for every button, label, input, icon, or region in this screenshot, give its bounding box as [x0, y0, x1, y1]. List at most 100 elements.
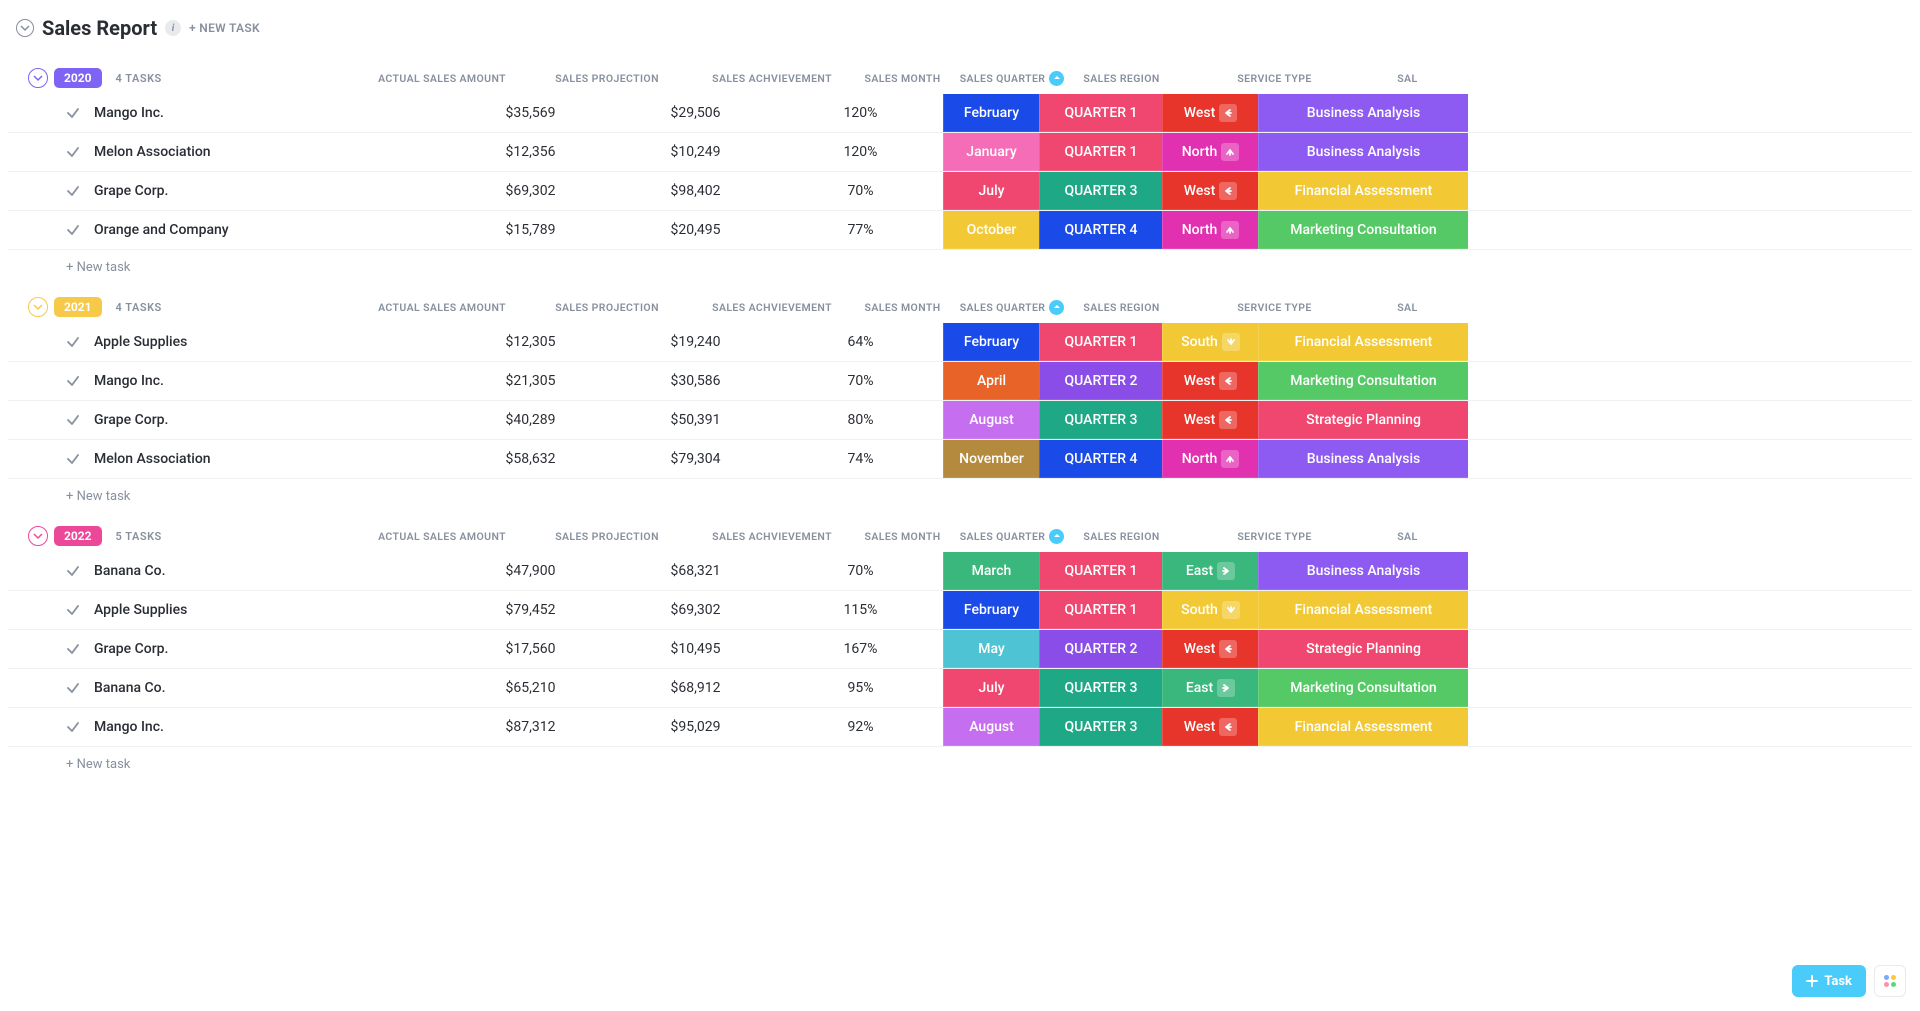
table-row[interactable]: Apple Supplies $12,305 $19,240 64% Febru… — [8, 323, 1912, 362]
cell-projection[interactable]: $10,495 — [613, 630, 778, 668]
cell-month[interactable]: October — [943, 211, 1039, 249]
cell-projection[interactable]: $30,586 — [613, 362, 778, 400]
year-badge[interactable]: 2021 — [54, 297, 102, 317]
cell-achievement[interactable]: 74% — [778, 440, 943, 478]
cell-month[interactable]: April — [943, 362, 1039, 400]
task-name[interactable]: Melon Association — [94, 144, 211, 160]
table-row[interactable]: Banana Co. $47,900 $68,321 70% March QUA… — [8, 552, 1912, 591]
cell-region[interactable]: West — [1162, 172, 1258, 210]
cell-month[interactable]: May — [943, 630, 1039, 668]
cell-quarter[interactable]: QUARTER 3 — [1039, 669, 1162, 707]
cell-region[interactable]: West — [1162, 401, 1258, 439]
cell-projection[interactable]: $50,391 — [613, 401, 778, 439]
cell-achievement[interactable]: 70% — [778, 552, 943, 590]
status-check-icon[interactable] — [66, 335, 80, 349]
cell-projection[interactable]: $29,506 — [613, 94, 778, 132]
col-sales-quarter[interactable]: SALES QUARTER — [951, 71, 1074, 86]
cell-month[interactable]: July — [943, 172, 1039, 210]
col-extra[interactable]: SAL — [1380, 301, 1420, 314]
status-check-icon[interactable] — [66, 603, 80, 617]
table-row[interactable]: Orange and Company $15,789 $20,495 77% O… — [8, 211, 1912, 250]
col-sales-region[interactable]: SALES REGION — [1074, 72, 1170, 85]
col-actual-sales[interactable]: ACTUAL SALES AMOUNT — [360, 530, 525, 543]
task-name[interactable]: Grape Corp. — [94, 183, 168, 199]
cell-quarter[interactable]: QUARTER 2 — [1039, 362, 1162, 400]
table-row[interactable]: Mango Inc. $87,312 $95,029 92% August QU… — [8, 708, 1912, 747]
cell-quarter[interactable]: QUARTER 4 — [1039, 211, 1162, 249]
cell-achievement[interactable]: 70% — [778, 362, 943, 400]
col-sales-achievement[interactable]: SALES ACHVIEVEMENT — [690, 530, 855, 543]
cell-service[interactable]: Business Analysis — [1258, 552, 1468, 590]
cell-service[interactable]: Financial Assessment — [1258, 708, 1468, 746]
cell-achievement[interactable]: 77% — [778, 211, 943, 249]
cell-projection[interactable]: $68,912 — [613, 669, 778, 707]
group-toggle-icon[interactable] — [28, 526, 48, 546]
table-row[interactable]: Melon Association $12,356 $10,249 120% J… — [8, 133, 1912, 172]
cell-month[interactable]: July — [943, 669, 1039, 707]
cell-quarter[interactable]: QUARTER 1 — [1039, 133, 1162, 171]
task-name[interactable]: Mango Inc. — [94, 105, 164, 121]
cell-projection[interactable]: $69,302 — [613, 591, 778, 629]
cell-region[interactable]: South — [1162, 323, 1258, 361]
new-task-row[interactable]: + New task — [8, 250, 1912, 285]
col-sales-projection[interactable]: SALES PROJECTION — [525, 530, 690, 543]
cell-actual[interactable]: $47,900 — [448, 552, 613, 590]
table-row[interactable]: Melon Association $58,632 $79,304 74% No… — [8, 440, 1912, 479]
cell-month[interactable]: February — [943, 94, 1039, 132]
cell-projection[interactable]: $10,249 — [613, 133, 778, 171]
cell-achievement[interactable]: 70% — [778, 172, 943, 210]
cell-projection[interactable]: $95,029 — [613, 708, 778, 746]
create-task-button[interactable]: Task — [1792, 965, 1866, 997]
cell-achievement[interactable]: 120% — [778, 133, 943, 171]
task-name[interactable]: Apple Supplies — [94, 334, 187, 350]
collapse-all-icon[interactable] — [16, 19, 34, 37]
cell-quarter[interactable]: QUARTER 3 — [1039, 708, 1162, 746]
cell-region[interactable]: East — [1162, 669, 1258, 707]
col-sales-month[interactable]: SALES MONTH — [855, 530, 951, 543]
task-name[interactable]: Grape Corp. — [94, 412, 168, 428]
new-task-button[interactable]: + NEW TASK — [189, 21, 260, 35]
cell-month[interactable]: August — [943, 401, 1039, 439]
task-name[interactable]: Grape Corp. — [94, 641, 168, 657]
table-row[interactable]: Grape Corp. $40,289 $50,391 80% August Q… — [8, 401, 1912, 440]
cell-projection[interactable]: $20,495 — [613, 211, 778, 249]
task-name[interactable]: Mango Inc. — [94, 373, 164, 389]
cell-actual[interactable]: $12,356 — [448, 133, 613, 171]
table-row[interactable]: Grape Corp. $69,302 $98,402 70% July QUA… — [8, 172, 1912, 211]
status-check-icon[interactable] — [66, 374, 80, 388]
cell-region[interactable]: South — [1162, 591, 1258, 629]
col-extra[interactable]: SAL — [1380, 72, 1420, 85]
cell-service[interactable]: Marketing Consultation — [1258, 669, 1468, 707]
col-sales-region[interactable]: SALES REGION — [1074, 530, 1170, 543]
table-row[interactable]: Mango Inc. $35,569 $29,506 120% February… — [8, 94, 1912, 133]
cell-quarter[interactable]: QUARTER 3 — [1039, 172, 1162, 210]
cell-service[interactable]: Financial Assessment — [1258, 323, 1468, 361]
cell-projection[interactable]: $79,304 — [613, 440, 778, 478]
cell-achievement[interactable]: 115% — [778, 591, 943, 629]
cell-region[interactable]: West — [1162, 362, 1258, 400]
cell-projection[interactable]: $19,240 — [613, 323, 778, 361]
col-sales-region[interactable]: SALES REGION — [1074, 301, 1170, 314]
col-sales-projection[interactable]: SALES PROJECTION — [525, 72, 690, 85]
col-sales-quarter[interactable]: SALES QUARTER — [951, 529, 1074, 544]
col-sales-month[interactable]: SALES MONTH — [855, 301, 951, 314]
cell-actual[interactable]: $79,452 — [448, 591, 613, 629]
cell-actual[interactable]: $21,305 — [448, 362, 613, 400]
task-name[interactable]: Banana Co. — [94, 680, 166, 696]
task-name[interactable]: Mango Inc. — [94, 719, 164, 735]
task-name[interactable]: Melon Association — [94, 451, 211, 467]
col-sales-achievement[interactable]: SALES ACHVIEVEMENT — [690, 72, 855, 85]
status-check-icon[interactable] — [66, 452, 80, 466]
cell-quarter[interactable]: QUARTER 1 — [1039, 552, 1162, 590]
cell-month[interactable]: January — [943, 133, 1039, 171]
cell-actual[interactable]: $12,305 — [448, 323, 613, 361]
col-sales-month[interactable]: SALES MONTH — [855, 72, 951, 85]
cell-actual[interactable]: $17,560 — [448, 630, 613, 668]
status-check-icon[interactable] — [66, 223, 80, 237]
col-service-type[interactable]: SERVICE TYPE — [1170, 301, 1380, 314]
info-icon[interactable]: i — [165, 20, 181, 36]
task-name[interactable]: Banana Co. — [94, 563, 166, 579]
cell-projection[interactable]: $68,321 — [613, 552, 778, 590]
cell-quarter[interactable]: QUARTER 1 — [1039, 94, 1162, 132]
cell-region[interactable]: North — [1162, 211, 1258, 249]
